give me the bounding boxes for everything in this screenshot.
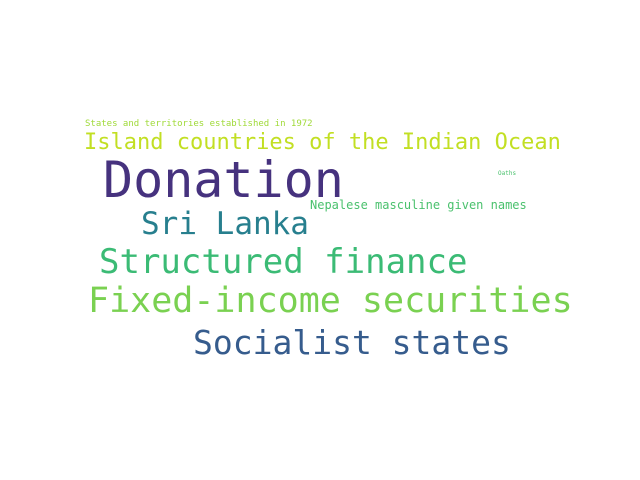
word-island-countries-indian-ocean: Island countries of the Indian Ocean — [84, 130, 561, 155]
word-donation: Donation — [103, 151, 344, 209]
word-states-and-territories-1972: States and territories established in 19… — [85, 119, 313, 129]
word-fixed-income-securities: Fixed-income securities — [88, 281, 573, 321]
word-socialist-states: Socialist states — [193, 323, 511, 362]
word-sri-lanka: Sri Lanka — [141, 206, 309, 242]
word-oaths: Oaths — [498, 170, 517, 177]
word-structured-finance: Structured finance — [99, 242, 468, 282]
word-nepalese-masculine-given-names: Nepalese masculine given names — [310, 198, 527, 212]
